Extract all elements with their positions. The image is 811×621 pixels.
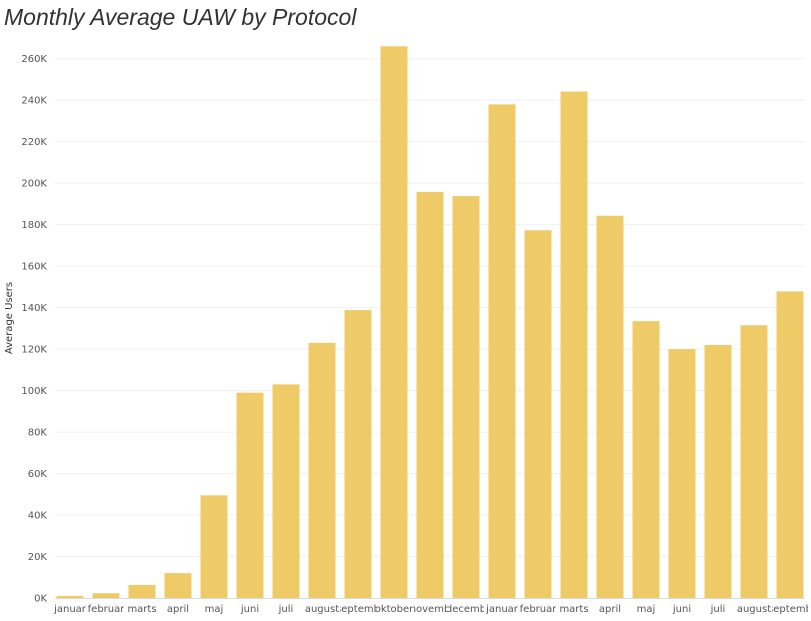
x-tick-label: juni (240, 604, 259, 615)
bar[interactable] (596, 215, 624, 598)
bar[interactable] (632, 321, 660, 598)
y-axis-ticks: 0K 20K 40K 60K 80K 100K 120K 140K 160K 180K 200K 22… (21, 54, 47, 604)
bar[interactable] (272, 384, 300, 598)
chart-title: Monthly Average UAW by Protocol (4, 4, 357, 30)
x-tick-label: april (167, 604, 189, 615)
bar[interactable] (704, 344, 732, 598)
y-tick-label: 120K (21, 345, 47, 356)
x-tick-label: februar (520, 604, 558, 615)
bar[interactable] (128, 584, 156, 598)
x-tick-label: marts (559, 604, 588, 615)
x-tick-label: maj (205, 604, 224, 615)
y-tick-label: 60K (28, 469, 48, 480)
bar[interactable] (416, 191, 444, 598)
x-tick-label: decemb (446, 604, 486, 615)
y-tick-label: 160K (21, 262, 47, 273)
x-tick-label: august (737, 604, 771, 615)
x-tick-label: februar (88, 604, 126, 615)
y-tick-label: 100K (21, 386, 47, 397)
bar[interactable] (452, 196, 480, 599)
bar[interactable] (668, 349, 696, 598)
y-tick-label: 200K (21, 179, 47, 190)
x-tick-label: oktober (375, 604, 414, 615)
y-tick-label: 220K (21, 137, 47, 148)
bar[interactable] (236, 392, 264, 598)
y-tick-label: 240K (21, 96, 47, 107)
x-tick-label: marts (127, 604, 156, 615)
x-tick-label: august (305, 604, 339, 615)
bar[interactable] (560, 91, 588, 598)
y-tick-label: 0K (34, 594, 47, 605)
x-tick-label: septemb (336, 604, 380, 615)
y-tick-label: 140K (21, 303, 47, 314)
bar[interactable] (740, 325, 768, 598)
bar[interactable] (380, 46, 408, 599)
y-tick-label: 80K (28, 428, 48, 439)
x-tick-label: novemb (410, 604, 451, 615)
bar[interactable] (344, 310, 372, 598)
bar[interactable] (308, 342, 336, 598)
y-tick-label: 20K (28, 552, 48, 563)
x-tick-label: juni (672, 604, 691, 615)
bars (56, 46, 804, 599)
y-axis-label: Average Users (4, 282, 15, 354)
x-tick-label: maj (637, 604, 656, 615)
y-tick-label: 260K (21, 54, 47, 65)
bar[interactable] (92, 593, 120, 598)
bar[interactable] (56, 595, 84, 598)
x-tick-label: april (599, 604, 621, 615)
bar[interactable] (164, 573, 192, 598)
x-tick-label: januar (53, 604, 87, 615)
x-axis-ticks: januar februar marts april maj juni juli august… (53, 604, 811, 615)
bar[interactable] (488, 104, 516, 599)
x-tick-label: septemb (768, 604, 811, 615)
bar[interactable] (200, 495, 228, 598)
y-tick-label: 180K (21, 220, 47, 231)
x-tick-label: januar (485, 604, 519, 615)
x-tick-label: juli (278, 604, 294, 615)
bar[interactable] (524, 230, 552, 598)
y-tick-label: 40K (28, 511, 48, 522)
x-tick-label: juli (710, 604, 726, 615)
bar[interactable] (776, 291, 804, 598)
